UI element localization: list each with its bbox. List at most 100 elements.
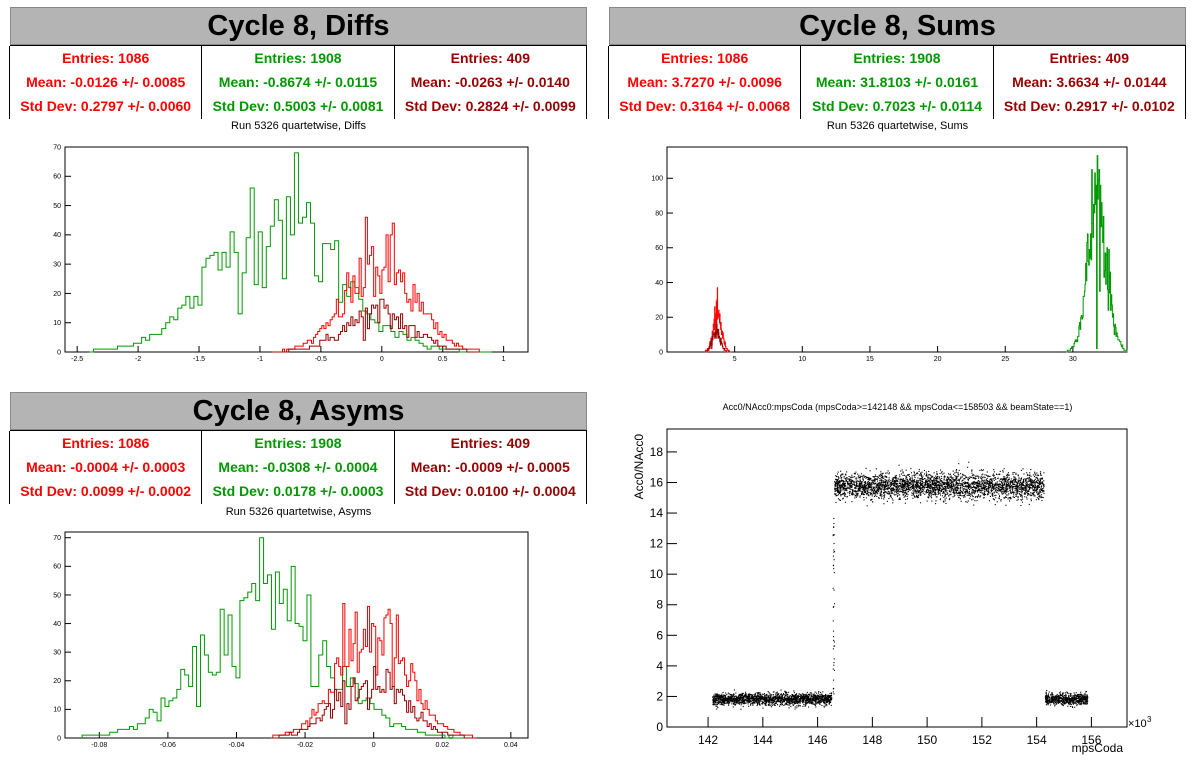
asyms-xtick-label: 0.02 [435,742,449,749]
scatter-point [884,476,886,478]
scatter-point [755,697,757,699]
scatter-point [1002,484,1004,486]
scatter-point [892,478,894,480]
scatter-point [795,698,798,700]
scatter-point [902,489,904,491]
sums-series-1 [704,287,732,353]
scatter-point [917,491,919,493]
scatter-point [861,485,863,487]
scatter-point [1015,481,1018,483]
scatter-point [949,488,951,490]
scatter-point [943,482,945,484]
stat-col-darkred: Entries: 409 Mean: -0.0009 +/- 0.0005 Std … [393,431,587,504]
scatter-point [968,485,970,487]
scatter-point [879,492,881,494]
scatter-point [879,484,882,486]
scatter-point [739,694,741,696]
scatter-point [1015,478,1017,480]
scatter-point [774,699,776,701]
scatter-point [912,483,914,485]
scatter-point [746,695,748,698]
scatter-point [838,485,840,487]
scatter-point [945,502,947,505]
scatter-point [766,695,768,697]
scatter-point [899,474,901,476]
scatter-point [894,477,896,479]
scatter-point [1026,492,1028,494]
scatter-point [857,476,859,478]
scatter-point [842,479,844,482]
scatter-point [951,489,953,491]
scatter-point [954,478,956,481]
scatter-point [941,477,943,480]
scatter-point [730,696,732,698]
scatter-point [880,495,882,497]
scatter-point [815,702,817,704]
scatter-point [754,702,756,704]
scatter-point [945,497,947,499]
scatter-point [720,696,722,699]
scatter-point [903,493,905,495]
scatter-point [957,494,959,497]
scatter-point [920,474,922,476]
scatter-point [781,701,783,703]
scatter-point [975,486,977,488]
scatter-point [884,486,886,488]
scatter-point [950,481,952,483]
scatter-point [967,476,969,478]
scatter-point [923,488,925,490]
scatter-point [925,482,927,484]
scatter-point [817,701,819,703]
scatter-point [986,482,988,484]
scatter-point [765,701,767,703]
asyms-xtick-label: -0.02 [297,742,313,749]
scatter-point [962,479,964,482]
scatter-point [798,704,800,706]
scatter-point [903,474,905,476]
scatter-point [840,480,842,482]
scatter-point [759,693,761,696]
scatter-point [930,497,933,499]
scatter-point [976,486,978,489]
scatter-point [1022,482,1025,484]
scatter-point [926,489,928,491]
scatter-point [899,485,901,487]
scatter-point [892,479,894,481]
scatter-point [964,478,966,480]
scatter-point [930,479,932,481]
scatter-point [1022,484,1024,486]
scatter-point [921,487,923,489]
scatter-point [1012,486,1014,488]
scatter-point [960,485,962,487]
scatter-point [739,700,741,702]
scatter-point [860,487,862,489]
scatter-point [974,500,976,502]
scatter-point [898,486,900,488]
scatter-point [841,473,843,475]
scatter-point [891,492,893,494]
scatter-point [714,699,716,701]
scatter-point [952,491,954,493]
scatter-point [885,485,887,487]
scatter-point [898,489,900,491]
scatter-point [821,697,823,699]
std-text: Std Dev: 0.7023 +/- 0.0114 [811,98,983,114]
scatter-point [836,490,838,492]
scatter-point [777,698,779,700]
scatter-point [712,701,714,703]
scatter-point [1027,486,1029,488]
scatter-point [816,703,818,705]
scatter-point [839,491,841,493]
scatter-point [963,485,965,487]
stat-col-red: Entries: 1086 Mean: -0.0004 +/- 0.0003 Std… [9,431,203,504]
scatter-point [871,484,873,486]
scatter-point [1017,479,1019,481]
scatter-point [728,704,730,706]
scatter-point [1027,493,1029,495]
scatter-point [871,488,873,490]
scatter-point [1024,485,1026,487]
scatter-point [996,483,998,485]
scatter-point [806,693,808,695]
asyms-stats: Entries: 1086 Mean: -0.0004 +/- 0.0003 Std… [9,430,587,504]
diffs-frame [64,146,529,353]
